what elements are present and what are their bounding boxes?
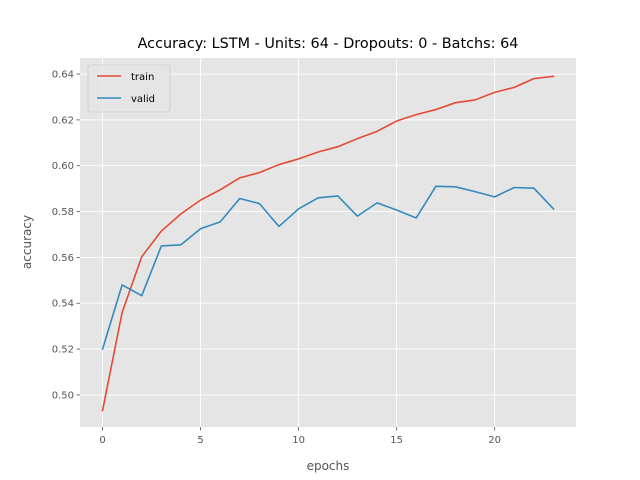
legend: train valid (87, 64, 171, 113)
y-tick-label: 0.60 (52, 161, 74, 172)
x-tick-label: 0 (99, 435, 105, 446)
x-tick-label: 10 (292, 435, 305, 446)
y-axis-ticks: 0.50 0.52 0.54 0.56 0.58 0.60 0.62 0.64 (52, 70, 80, 401)
y-tick-label: 0.56 (52, 253, 74, 264)
grid-lines (80, 58, 576, 427)
x-tick-label: 5 (197, 435, 203, 446)
plot-area (80, 58, 576, 427)
legend-label-valid: valid (131, 94, 155, 105)
y-tick-label: 0.52 (52, 345, 74, 356)
valid-series-line (101, 185, 555, 351)
y-axis-label: accuracy (20, 215, 34, 269)
train-series-line (101, 75, 555, 412)
x-tick-label: 20 (488, 435, 501, 446)
x-axis-ticks: 0 5 10 15 20 (99, 427, 501, 446)
x-axis-label: epochs (307, 459, 350, 473)
x-tick-label: 15 (390, 435, 403, 446)
legend-label-train: train (131, 72, 154, 83)
y-tick-label: 0.58 (52, 207, 74, 218)
chart-title: Accuracy: LSTM - Units: 64 - Dropouts: 0… (138, 36, 519, 52)
y-tick-label: 0.64 (52, 70, 74, 81)
legend-box (87, 64, 171, 113)
y-tick-label: 0.54 (52, 299, 74, 310)
y-tick-label: 0.50 (52, 390, 74, 401)
series-layer (101, 75, 555, 412)
y-tick-label: 0.62 (52, 115, 74, 126)
